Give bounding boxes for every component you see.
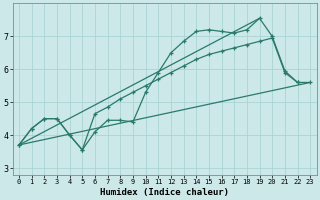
X-axis label: Humidex (Indice chaleur): Humidex (Indice chaleur) (100, 188, 229, 197)
